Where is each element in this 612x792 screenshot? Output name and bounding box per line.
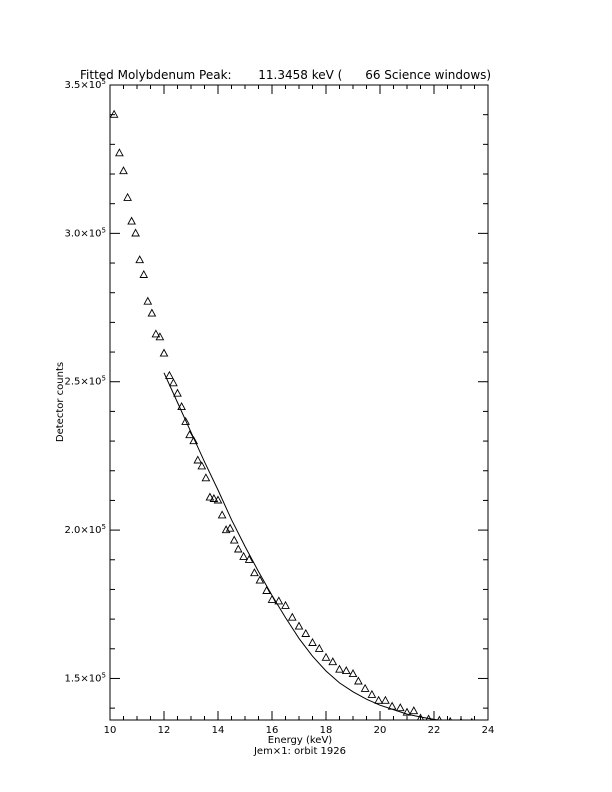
x-tick-label: 24 — [482, 725, 495, 736]
data-point-triangle — [119, 166, 128, 175]
data-point-triangle — [185, 430, 194, 439]
data-point-triangle — [308, 637, 317, 646]
data-point-triangle — [335, 664, 344, 673]
x-tick-label: 18 — [320, 725, 333, 736]
plot-frame — [109, 84, 489, 721]
data-point-triangle — [233, 544, 243, 553]
data-point-triangle — [165, 370, 174, 379]
data-point-triangle — [239, 551, 248, 560]
data-point-triangle — [381, 695, 390, 704]
data-point-triangle — [155, 332, 165, 341]
data-point-triangle — [193, 455, 203, 464]
data-point-triangle — [360, 683, 370, 692]
y-tick-label: 1.5×105 — [65, 671, 106, 684]
x-tick-label: 22 — [428, 725, 441, 736]
data-point-triangle — [274, 596, 284, 605]
x-tick-label: 14 — [212, 725, 225, 736]
x-tick-label: 20 — [374, 725, 387, 736]
data-point-triangle — [135, 255, 145, 264]
footer-label: Jem×1: orbit 1926 — [253, 746, 346, 757]
data-point-triangle — [139, 269, 149, 278]
data-point-triangle — [225, 523, 235, 532]
data-point-triangle — [374, 695, 384, 704]
data-point-triangle — [328, 657, 338, 666]
data-point-triangle — [169, 378, 178, 387]
data-point-triangle — [341, 666, 351, 675]
data-point-triangle — [354, 676, 363, 685]
data-point-triangle — [244, 554, 254, 563]
data-point-triangle — [151, 329, 161, 338]
data-point-triangle — [213, 495, 223, 504]
data-point-triangle — [217, 510, 227, 519]
data-point-triangle — [209, 493, 219, 502]
x-tick-label: 16 — [266, 725, 279, 736]
series-layer — [110, 109, 474, 720]
fit-curve — [163, 372, 443, 720]
data-point-triangle — [255, 575, 265, 584]
data-point-triangle — [115, 148, 124, 157]
chart-title: Fitted Molybdenum Peak: 11.3458 keV ( 66… — [80, 68, 491, 82]
data-point-triangle — [294, 621, 304, 630]
data-point-triangle — [402, 707, 412, 716]
y-tick-label: 2.5×105 — [65, 375, 106, 388]
data-point-triangle — [197, 461, 207, 470]
y-tick-label: 2.0×105 — [65, 523, 106, 536]
y-tick-label: 3.0×105 — [65, 226, 106, 239]
data-point-triangle — [159, 348, 169, 357]
data-point-triangle — [409, 706, 419, 715]
data-point-triangle — [173, 388, 182, 397]
data-point-triangle — [229, 535, 239, 544]
x-axis-label: Energy (keV) — [268, 735, 333, 746]
data-point-triangle — [110, 109, 119, 118]
data-point-triangle — [281, 600, 290, 609]
data-point-triangle — [250, 568, 259, 577]
data-point-triangle — [177, 402, 186, 411]
data-point-triangle — [201, 473, 211, 482]
data-point-triangle — [127, 216, 136, 225]
y-tick-label: 3.5×105 — [65, 78, 106, 91]
data-point-triangle — [143, 296, 153, 305]
data-point-triangle — [314, 643, 324, 652]
data-point-triangle — [301, 628, 311, 637]
data-point-triangle — [262, 585, 271, 594]
x-tick-label: 10 — [104, 725, 117, 736]
y-axis: 1.5×105 2.0×105 2.5×105 3.0×105 3.5×105 — [65, 78, 488, 709]
data-point-triangle — [147, 308, 157, 317]
data-point-triangle — [181, 416, 190, 425]
x-tick-label: 12 — [158, 725, 171, 736]
data-point-triangle — [205, 492, 215, 501]
x-axis: 10 12 14 16 18 20 22 24 — [104, 85, 495, 736]
data-point-triangle — [348, 669, 358, 678]
data-point-triangle — [287, 612, 297, 621]
data-point-triangle — [131, 228, 140, 237]
data-point-triangle — [189, 436, 199, 445]
data-point-triangle — [395, 703, 405, 712]
data-point-triangle — [367, 689, 377, 698]
data-point-triangle — [123, 192, 132, 201]
y-axis-label: Detector counts — [55, 362, 66, 442]
data-point-triangle — [321, 652, 331, 661]
